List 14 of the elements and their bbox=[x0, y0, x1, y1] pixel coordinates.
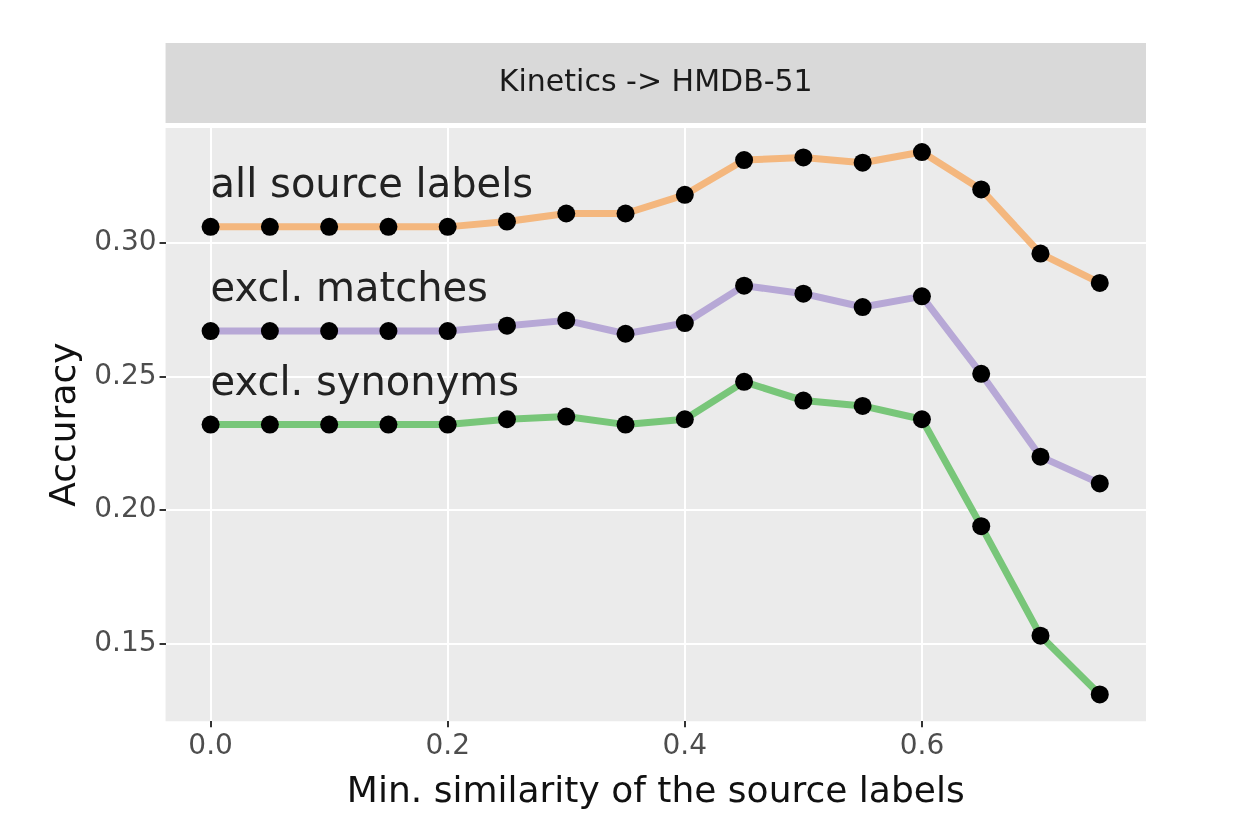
x-tick-label: 0.4 bbox=[662, 728, 708, 762]
series-label: all source labels bbox=[210, 159, 534, 206]
y-axis-title: Accuracy bbox=[41, 342, 83, 507]
series-label: excl. synonyms bbox=[210, 357, 520, 404]
x-tick-label: 0.0 bbox=[188, 728, 233, 762]
chart-title: Kinetics -> HMDB-51 bbox=[498, 62, 813, 98]
x-axis-title: Min. similarity of the source labels bbox=[346, 768, 965, 810]
x-tick-label: 0.2 bbox=[425, 728, 470, 762]
y-tick-label: 0.15 bbox=[94, 624, 157, 658]
y-tick-label: 0.25 bbox=[94, 357, 157, 391]
series-label: excl. matches bbox=[210, 264, 488, 311]
x-tick-label: 0.6 bbox=[899, 728, 945, 762]
y-tick-label: 0.20 bbox=[94, 491, 157, 525]
y-tick-label: 0.30 bbox=[94, 224, 157, 258]
